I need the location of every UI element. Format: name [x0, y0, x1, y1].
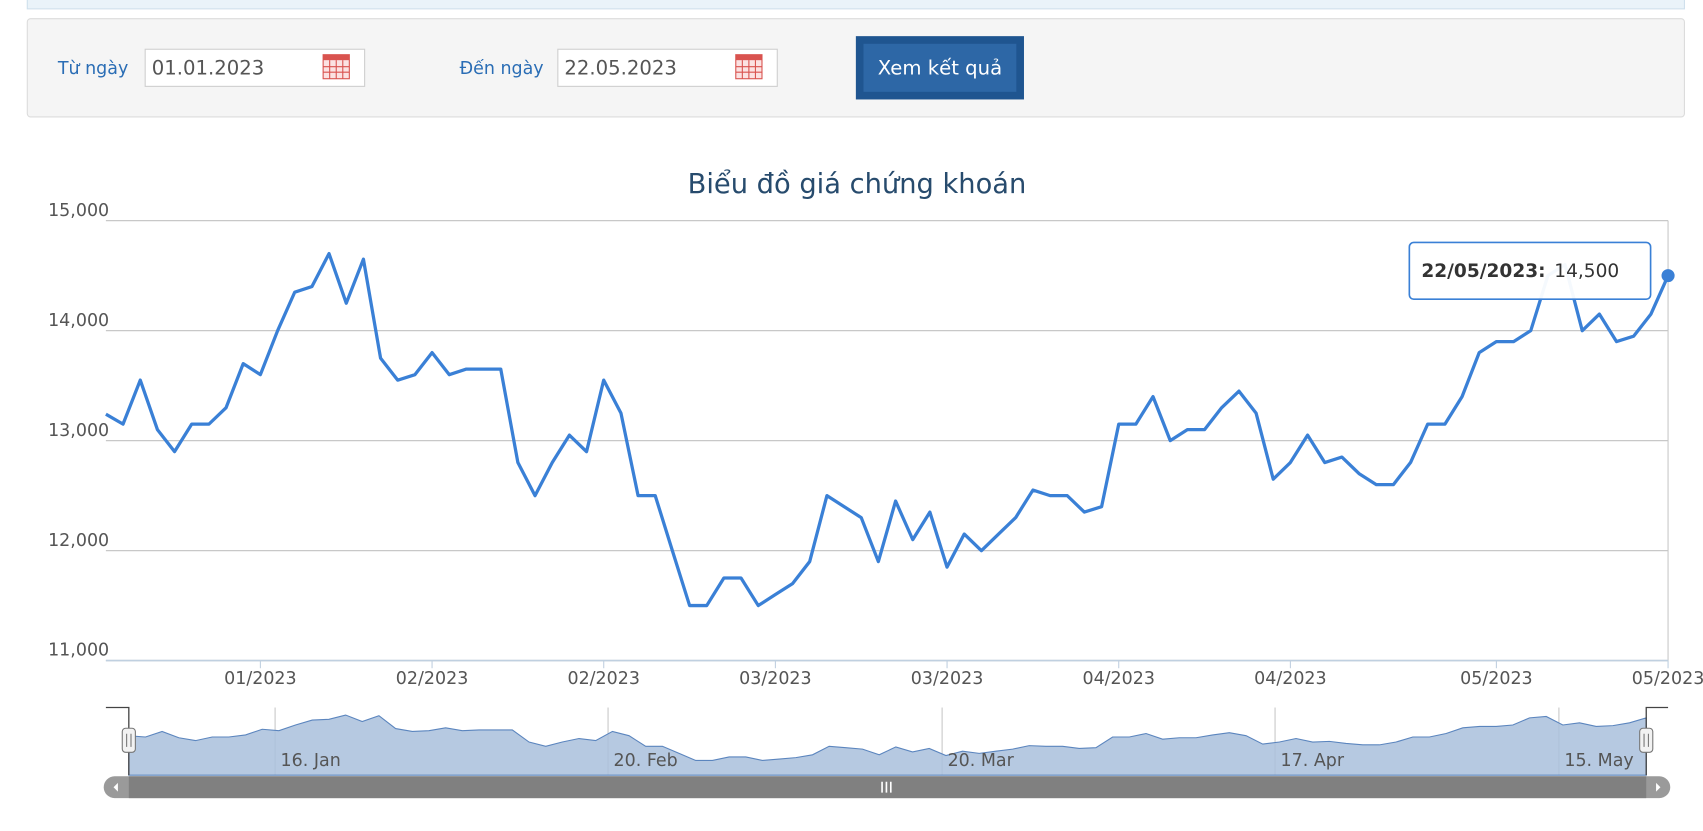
to-label: Đến ngày — [460, 58, 544, 79]
x-tick-label: 05/2023 — [1460, 669, 1533, 689]
navigator-label: 20. Mar — [948, 751, 1015, 771]
tooltip-date: 22/05/2023: — [1421, 260, 1545, 281]
x-tick-label: 03/2023 — [911, 669, 984, 689]
navigator-label: 20. Feb — [614, 751, 678, 771]
scrollbar-thumb[interactable] — [128, 776, 1647, 799]
navigator-handle[interactable] — [1639, 727, 1654, 753]
navigator-label: 15. May — [1564, 751, 1633, 771]
y-tick-label: 13,000 — [48, 421, 109, 441]
x-tick-label: 02/2023 — [396, 669, 469, 689]
calendar-icon[interactable] — [735, 54, 763, 80]
from-value: 01.01.2023 — [152, 56, 264, 79]
scroll-right-arrow[interactable] — [1656, 782, 1661, 792]
price-line — [105, 251, 1670, 608]
hover-point — [1661, 269, 1675, 283]
handle-grip — [126, 733, 132, 747]
submit-button-label[interactable]: Xem kết quả — [878, 56, 1002, 79]
chart-title: Biểu đồ giá chứng khoán — [688, 169, 1027, 200]
submit-button-inner — [863, 43, 1017, 92]
x-tick-label: 04/2023 — [1082, 669, 1155, 689]
y-tick-label: 14,000 — [48, 311, 109, 331]
top-bar — [26, 0, 1685, 10]
y-tick-label: 11,000 — [48, 641, 109, 661]
handle-grip — [1643, 733, 1649, 747]
navigator-label: 17. Apr — [1281, 751, 1345, 771]
x-tick-label: 05/2023 — [1632, 669, 1703, 689]
tooltip-value: 14,500 — [1554, 260, 1619, 281]
x-tick-label: 03/2023 — [739, 669, 812, 689]
scrollbar-grip — [881, 781, 892, 793]
navigator-area — [128, 714, 1647, 776]
x-tick-label: 04/2023 — [1254, 669, 1327, 689]
navigator-handle[interactable] — [121, 727, 136, 753]
from-label: Từ ngày — [57, 59, 128, 79]
tooltip-text: 22/05/2023: 14,500 — [1421, 260, 1619, 281]
y-tick-label: 12,000 — [48, 531, 109, 551]
navigator-label: 16. Jan — [281, 751, 341, 771]
to-value: 22.05.2023 — [564, 56, 676, 79]
y-tick-label: 15,000 — [48, 201, 109, 221]
calendar-icon[interactable] — [322, 54, 350, 80]
tooltip — [1408, 241, 1652, 301]
x-tick-label: 02/2023 — [567, 669, 640, 689]
x-tick-label: 01/2023 — [224, 669, 297, 689]
scroll-left-arrow[interactable] — [113, 782, 118, 792]
